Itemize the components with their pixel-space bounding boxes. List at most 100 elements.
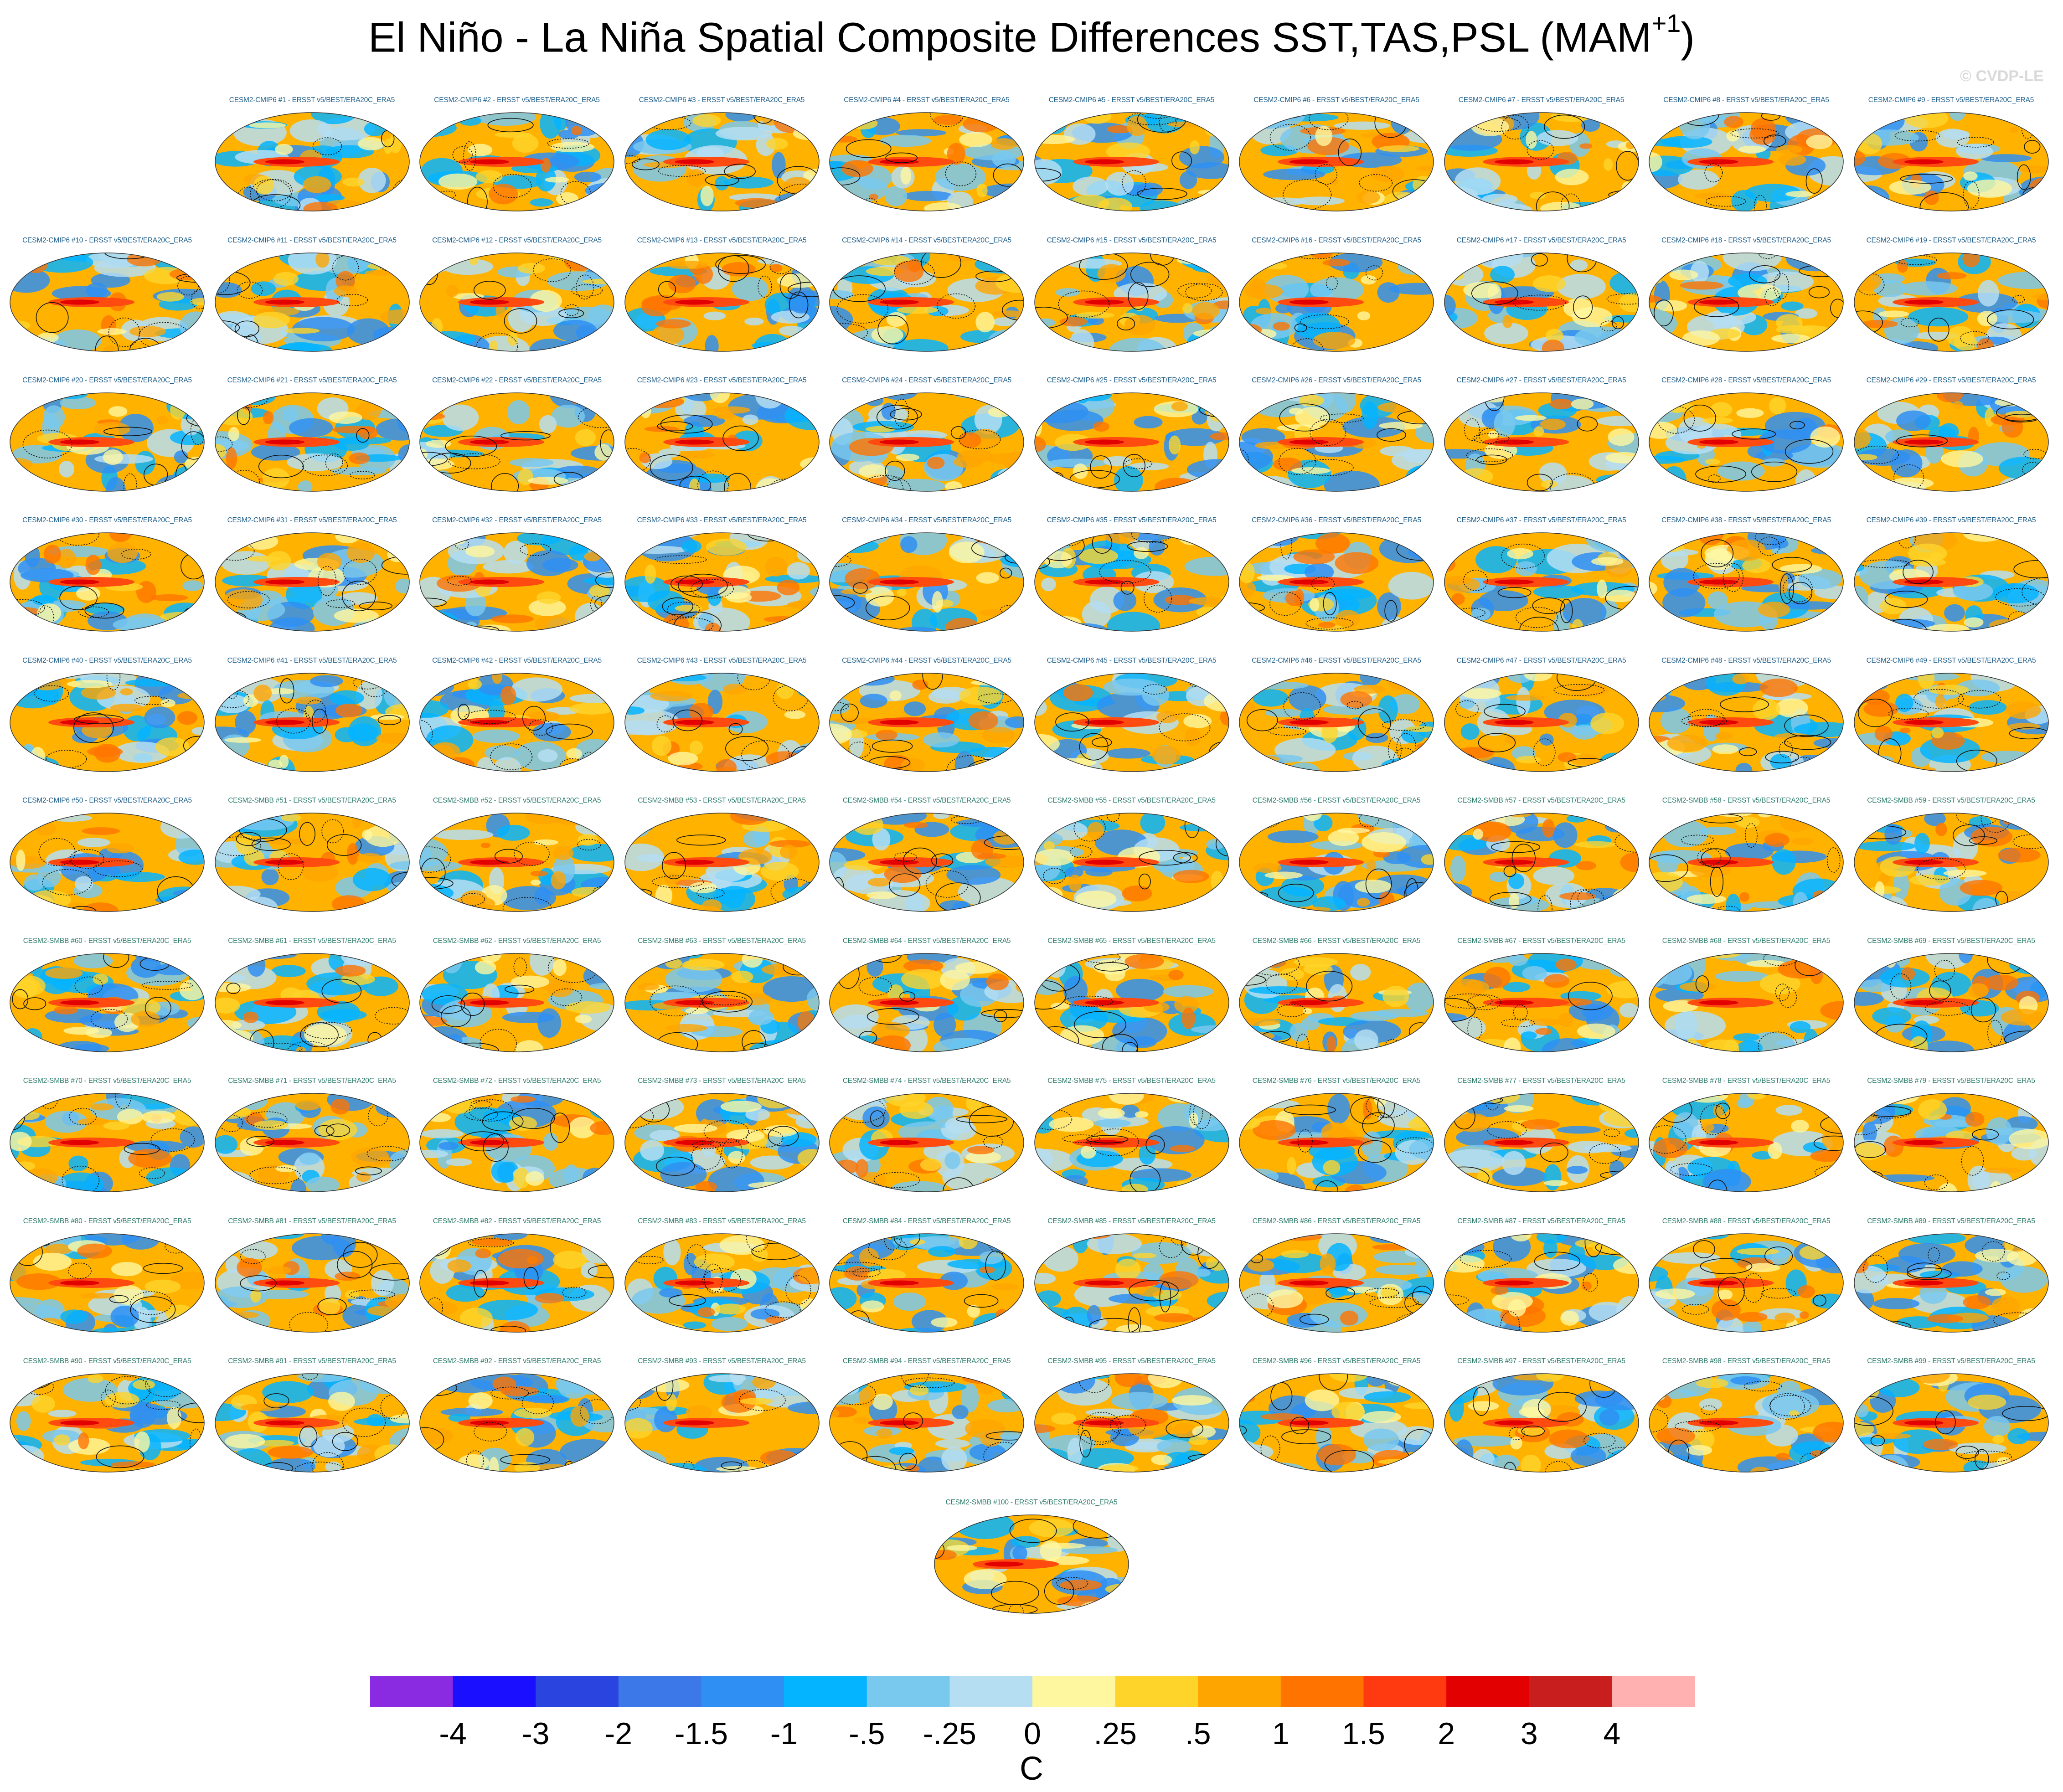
panel-map bbox=[214, 1233, 410, 1333]
panel-caption: CESM2-SMBB #65 - ERSST v5/BEST/ERA20C_ER… bbox=[1047, 937, 1216, 945]
panel-map bbox=[1034, 112, 1229, 211]
panel-caption: CESM2-SMBB #91 - ERSST v5/BEST/ERA20C_ER… bbox=[228, 1357, 396, 1365]
panel-caption: CESM2-CMIP6 #17 - ERSST v5/BEST/ERA20C_E… bbox=[1456, 237, 1626, 244]
panel-map bbox=[1239, 252, 1434, 352]
panel-caption: CESM2-SMBB #75 - ERSST v5/BEST/ERA20C_ER… bbox=[1047, 1077, 1216, 1085]
panel-map bbox=[1034, 813, 1229, 912]
panel-caption: CESM2-SMBB #89 - ERSST v5/BEST/ERA20C_ER… bbox=[1867, 1217, 2035, 1225]
panel-map bbox=[1444, 813, 1639, 912]
panel-map bbox=[1034, 673, 1229, 772]
panel-map bbox=[1239, 112, 1434, 211]
panel-map bbox=[1034, 392, 1229, 492]
panel-caption: CESM2-CMIP6 #48 - ERSST v5/BEST/ERA20C_E… bbox=[1661, 657, 1831, 664]
panel-map bbox=[10, 1373, 205, 1473]
panel-map bbox=[10, 953, 205, 1052]
panel-map bbox=[624, 252, 820, 352]
panel-caption: CESM2-SMBB #95 - ERSST v5/BEST/ERA20C_ER… bbox=[1047, 1357, 1216, 1365]
panel-map bbox=[1444, 532, 1639, 632]
panel-caption: CESM2-CMIP6 #26 - ERSST v5/BEST/ERA20C_E… bbox=[1252, 376, 1421, 384]
panel-map bbox=[1239, 532, 1434, 632]
panel-map bbox=[624, 813, 820, 912]
panel-caption: CESM2-CMIP6 #2 - ERSST v5/BEST/ERA20C_ER… bbox=[434, 96, 600, 104]
colorbar-swatch bbox=[1529, 1676, 1612, 1707]
panel-map bbox=[624, 112, 820, 211]
panel-map bbox=[214, 252, 410, 352]
panel-caption: CESM2-SMBB #94 - ERSST v5/BEST/ERA20C_ER… bbox=[842, 1357, 1011, 1365]
panel-caption: CESM2-SMBB #72 - ERSST v5/BEST/ERA20C_ER… bbox=[433, 1077, 601, 1085]
panel-map bbox=[624, 1233, 820, 1333]
colorbar-tick-label: -1.5 bbox=[675, 1716, 728, 1751]
panel-caption: CESM2-CMIP6 #21 - ERSST v5/BEST/ERA20C_E… bbox=[227, 376, 397, 384]
panel-caption: CESM2-CMIP6 #37 - ERSST v5/BEST/ERA20C_E… bbox=[1456, 516, 1626, 524]
panel-map bbox=[1034, 1373, 1229, 1473]
panel-map bbox=[1239, 813, 1434, 912]
panel-caption: CESM2-CMIP6 #33 - ERSST v5/BEST/ERA20C_E… bbox=[637, 516, 807, 524]
colorbar-tick-label: -2 bbox=[605, 1716, 632, 1751]
panel-caption: CESM2-CMIP6 #49 - ERSST v5/BEST/ERA20C_E… bbox=[1866, 657, 2036, 664]
panel-map bbox=[829, 112, 1024, 211]
panel-caption: CESM2-CMIP6 #50 - ERSST v5/BEST/ERA20C_E… bbox=[22, 797, 192, 804]
panel-map bbox=[1239, 953, 1434, 1052]
panel-map bbox=[10, 392, 205, 492]
panel-caption: CESM2-SMBB #85 - ERSST v5/BEST/ERA20C_ER… bbox=[1047, 1217, 1216, 1225]
panel-caption: CESM2-CMIP6 #41 - ERSST v5/BEST/ERA20C_E… bbox=[227, 657, 397, 664]
panel-caption: CESM2-SMBB #70 - ERSST v5/BEST/ERA20C_ER… bbox=[23, 1077, 191, 1085]
panel-caption: CESM2-CMIP6 #28 - ERSST v5/BEST/ERA20C_E… bbox=[1661, 376, 1831, 384]
panel-caption: CESM2-SMBB #83 - ERSST v5/BEST/ERA20C_ER… bbox=[638, 1217, 806, 1225]
panel-map bbox=[10, 532, 205, 632]
chart-title: El Niño - La Niña Spatial Composite Diff… bbox=[368, 9, 1695, 61]
panel-caption: CESM2-SMBB #86 - ERSST v5/BEST/ERA20C_ER… bbox=[1252, 1217, 1421, 1225]
panel-map bbox=[419, 673, 614, 772]
panel-map bbox=[1444, 953, 1639, 1052]
colorbar-tick-label: 0 bbox=[1024, 1716, 1041, 1751]
panel-map bbox=[419, 1373, 614, 1473]
panel-map bbox=[829, 1093, 1024, 1192]
copyright-label: © CVDP-LE bbox=[1960, 67, 2044, 85]
panel-map bbox=[934, 1514, 1129, 1614]
panel-map bbox=[214, 532, 410, 632]
panel-caption: CESM2-CMIP6 #46 - ERSST v5/BEST/ERA20C_E… bbox=[1252, 657, 1421, 664]
panel-caption: CESM2-SMBB #90 - ERSST v5/BEST/ERA20C_ER… bbox=[23, 1357, 191, 1365]
colorbar-swatch bbox=[1363, 1676, 1447, 1707]
panel-map bbox=[1853, 392, 2049, 492]
panel-map bbox=[214, 813, 410, 912]
colorbar-tick-label: -3 bbox=[522, 1716, 549, 1751]
panel-map bbox=[1853, 673, 2049, 772]
panel-caption: CESM2-SMBB #78 - ERSST v5/BEST/ERA20C_ER… bbox=[1662, 1077, 1831, 1085]
panel-caption: CESM2-SMBB #67 - ERSST v5/BEST/ERA20C_ER… bbox=[1457, 937, 1625, 945]
panel-map bbox=[1649, 392, 1844, 492]
colorbar-tick-label: 2 bbox=[1438, 1716, 1455, 1751]
panel-map bbox=[1239, 673, 1434, 772]
panel-caption: CESM2-CMIP6 #23 - ERSST v5/BEST/ERA20C_E… bbox=[637, 376, 807, 384]
panel-map bbox=[1853, 813, 2049, 912]
colorbar-swatch bbox=[866, 1676, 950, 1707]
panel-caption: CESM2-SMBB #56 - ERSST v5/BEST/ERA20C_ER… bbox=[1252, 797, 1421, 804]
colorbar-tick-label: .25 bbox=[1093, 1716, 1137, 1751]
panel-caption: CESM2-CMIP6 #16 - ERSST v5/BEST/ERA20C_E… bbox=[1252, 237, 1421, 244]
panel-map bbox=[1853, 1093, 2049, 1192]
panel-caption: CESM2-CMIP6 #39 - ERSST v5/BEST/ERA20C_E… bbox=[1866, 516, 2036, 524]
panel-map bbox=[419, 112, 614, 211]
panel-map bbox=[829, 673, 1024, 772]
panel-map bbox=[1853, 953, 2049, 1052]
panel-map bbox=[1034, 1233, 1229, 1333]
panel-map bbox=[1649, 1093, 1844, 1192]
colorbar-swatch bbox=[453, 1676, 536, 1707]
panel-caption: CESM2-SMBB #73 - ERSST v5/BEST/ERA20C_ER… bbox=[638, 1077, 806, 1085]
panel-caption: CESM2-SMBB #96 - ERSST v5/BEST/ERA20C_ER… bbox=[1252, 1357, 1421, 1365]
colorbar-swatch bbox=[370, 1676, 454, 1707]
panel-map bbox=[829, 953, 1024, 1052]
panel-caption: CESM2-CMIP6 #18 - ERSST v5/BEST/ERA20C_E… bbox=[1661, 237, 1831, 244]
panel-map bbox=[1853, 532, 2049, 632]
panel-caption: CESM2-SMBB #63 - ERSST v5/BEST/ERA20C_ER… bbox=[638, 937, 806, 945]
panel-caption: CESM2-CMIP6 #29 - ERSST v5/BEST/ERA20C_E… bbox=[1866, 376, 2036, 384]
panel-caption: CESM2-CMIP6 #30 - ERSST v5/BEST/ERA20C_E… bbox=[22, 516, 192, 524]
panel-map bbox=[1034, 953, 1229, 1052]
panel-caption: CESM2-SMBB #87 - ERSST v5/BEST/ERA20C_ER… bbox=[1457, 1217, 1625, 1225]
panel-map bbox=[829, 392, 1024, 492]
panel-caption: CESM2-CMIP6 #38 - ERSST v5/BEST/ERA20C_E… bbox=[1661, 516, 1831, 524]
panel-caption: CESM2-CMIP6 #1 - ERSST v5/BEST/ERA20C_ER… bbox=[229, 96, 395, 104]
panel-caption: CESM2-SMBB #88 - ERSST v5/BEST/ERA20C_ER… bbox=[1662, 1217, 1831, 1225]
colorbar-swatch bbox=[1115, 1676, 1198, 1707]
